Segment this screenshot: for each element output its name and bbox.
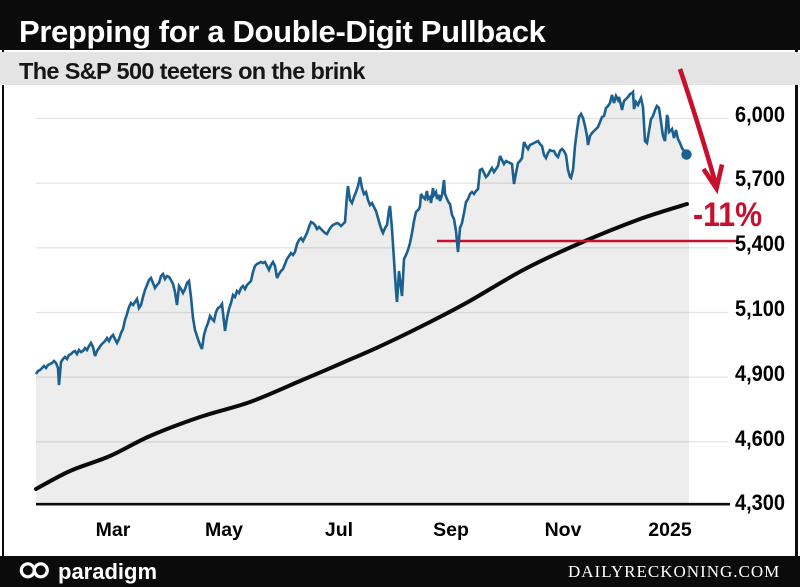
svg-text:5,100: 5,100 (735, 296, 785, 321)
svg-text:5,700: 5,700 (735, 166, 785, 191)
svg-text:Nov: Nov (545, 519, 582, 541)
svg-text:2025: 2025 (648, 519, 692, 541)
svg-text:6,000: 6,000 (735, 102, 785, 127)
svg-text:4,300: 4,300 (735, 490, 785, 515)
svg-text:4,900: 4,900 (735, 361, 785, 386)
svg-text:5,400: 5,400 (735, 231, 785, 256)
svg-text:-11%: -11% (693, 196, 762, 234)
svg-text:Sep: Sep (433, 519, 469, 541)
svg-text:Mar: Mar (96, 519, 131, 541)
svg-text:4,600: 4,600 (735, 426, 785, 451)
svg-text:May: May (205, 519, 243, 541)
svg-text:Jul: Jul (325, 519, 353, 541)
